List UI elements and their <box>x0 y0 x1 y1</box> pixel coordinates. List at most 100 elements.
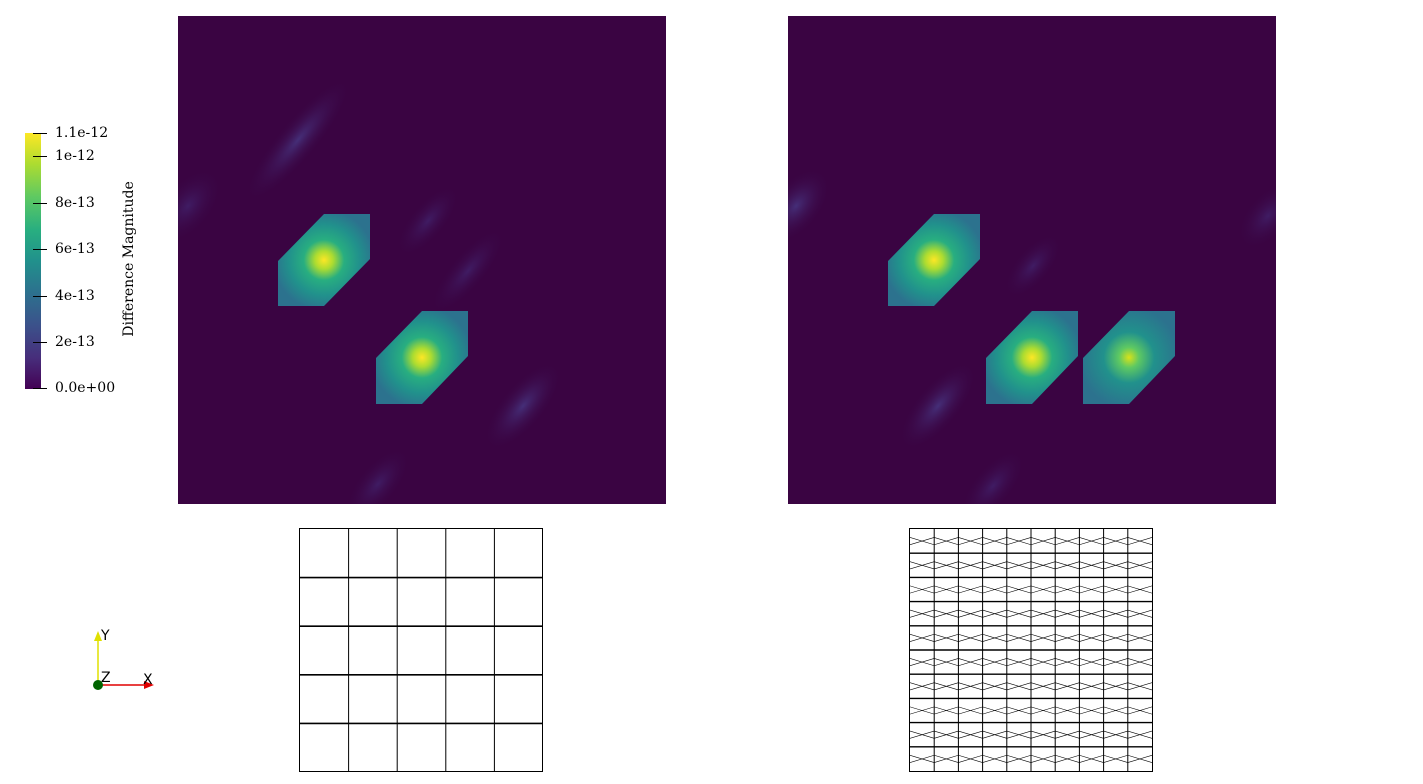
mesh-edge <box>982 609 1007 618</box>
mesh-edge <box>1103 682 1128 691</box>
faint-blob <box>898 361 978 451</box>
mesh-edge <box>958 609 983 618</box>
right-mesh-view[interactable] <box>909 528 1153 772</box>
right-field-view[interactable] <box>788 16 1276 504</box>
colorbar-tick-label: 4e-13 <box>55 288 95 304</box>
mesh-edge <box>1127 537 1153 546</box>
colorbar-tick-label: 8e-13 <box>55 195 95 211</box>
mesh-edge <box>982 682 1007 691</box>
mesh-edge <box>958 730 983 739</box>
mesh-edge <box>1127 730 1153 739</box>
mesh-edge <box>982 561 1007 570</box>
mesh-edge <box>958 682 983 691</box>
colorbar-tick-label: 1.1e-12 <box>55 125 109 141</box>
colorbar-title: Difference Magnitude <box>121 181 137 337</box>
mesh-edge <box>1030 682 1056 691</box>
mesh-edge <box>1006 706 1032 715</box>
colorbar-tick <box>33 156 47 157</box>
mesh-edge <box>909 682 935 691</box>
left-field-view[interactable] <box>178 16 666 504</box>
mesh-edge <box>1079 609 1104 618</box>
mesh-edge <box>934 633 959 642</box>
mesh-edge <box>1030 754 1056 763</box>
y-axis-label: Y <box>101 628 110 644</box>
mesh-edge <box>1127 658 1153 667</box>
z-axis-dot <box>93 680 103 690</box>
colorbar-tick <box>33 203 47 204</box>
colorbar-tick <box>33 249 47 250</box>
mesh-edge <box>1055 682 1080 691</box>
mesh-edge <box>1030 658 1056 667</box>
mesh-edge <box>1103 561 1128 570</box>
mesh-edge <box>958 537 983 546</box>
mesh-edge <box>1055 561 1080 570</box>
mesh-edge <box>1006 633 1032 642</box>
mesh-edge <box>982 730 1007 739</box>
mesh-edge <box>1055 706 1080 715</box>
faint-blob <box>1003 233 1063 299</box>
hot-spot <box>986 311 1078 404</box>
mesh-edge <box>1055 585 1080 594</box>
mesh-edge <box>934 730 959 739</box>
x-axis-arrow <box>144 681 154 689</box>
mesh-edge <box>1103 537 1128 546</box>
mesh-edge <box>1103 658 1128 667</box>
faint-blob <box>1237 182 1276 250</box>
colorbar-gradient <box>25 133 41 389</box>
mesh-edge <box>934 706 959 715</box>
hot-spot <box>376 311 468 404</box>
mesh-edge <box>934 609 959 618</box>
y-axis-arrow <box>94 631 102 641</box>
mesh-edge <box>958 561 983 570</box>
faint-blob <box>395 184 461 258</box>
left-field-plot <box>178 77 563 504</box>
mesh-edge <box>1079 585 1104 594</box>
mesh-edge <box>958 706 983 715</box>
mesh-edge <box>1055 730 1080 739</box>
mesh-edge <box>934 537 959 546</box>
mesh-edge <box>1103 609 1128 618</box>
mesh-edge <box>1127 585 1153 594</box>
mesh-edge <box>1030 706 1056 715</box>
mesh-edge <box>1079 754 1104 763</box>
mesh-edge <box>1055 754 1080 763</box>
mesh-edge <box>909 754 935 763</box>
mesh-edge <box>1006 754 1032 763</box>
faint-blob <box>960 449 1026 504</box>
mesh-edge <box>1127 682 1153 691</box>
mesh-edge <box>1006 730 1032 739</box>
mesh-edge <box>982 537 1007 546</box>
mesh-edge <box>1030 537 1056 546</box>
left-mesh-grid <box>300 529 542 771</box>
mesh-edge <box>909 609 935 618</box>
mesh-edge <box>934 585 959 594</box>
colorbar-tick <box>33 296 47 297</box>
mesh-edge <box>1006 585 1032 594</box>
faint-blob <box>178 167 223 245</box>
mesh-edge <box>1055 658 1080 667</box>
left-mesh-view[interactable] <box>299 528 543 772</box>
mesh-edge <box>909 561 935 570</box>
mesh-edge <box>934 658 959 667</box>
mesh-edge <box>1079 537 1104 546</box>
hot-spot <box>888 214 980 306</box>
mesh-edge <box>1103 585 1128 594</box>
mesh-edge <box>1127 633 1153 642</box>
mesh-edge <box>982 585 1007 594</box>
mesh-edge <box>909 658 935 667</box>
mesh-edge <box>982 633 1007 642</box>
mesh-edge <box>909 706 935 715</box>
mesh-edge <box>1079 633 1104 642</box>
mesh-edge <box>1079 658 1104 667</box>
hot-spot <box>278 214 370 306</box>
faint-blob <box>345 447 411 504</box>
mesh-edge <box>1103 706 1128 715</box>
mesh-edge <box>909 633 935 642</box>
x-axis-label: X <box>143 672 153 688</box>
mesh-edge <box>1103 754 1128 763</box>
mesh-edge <box>934 682 959 691</box>
mesh-edge <box>909 585 935 594</box>
colorbar-tick-label: 6e-13 <box>55 241 95 257</box>
mesh-edge <box>934 754 959 763</box>
mesh-edge <box>1079 561 1104 570</box>
